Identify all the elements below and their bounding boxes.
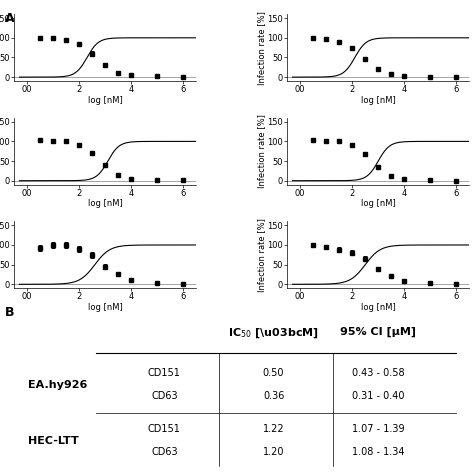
Text: 1.22: 1.22 [263, 424, 284, 434]
Text: 1.07 - 1.39: 1.07 - 1.39 [352, 424, 405, 434]
Text: 0.43 - 0.58: 0.43 - 0.58 [352, 368, 405, 378]
Text: 0.36: 0.36 [263, 391, 284, 401]
Text: HEC-LTT: HEC-LTT [28, 436, 79, 446]
Text: 0.50: 0.50 [263, 368, 284, 378]
Y-axis label: Infection rate [%]: Infection rate [%] [257, 218, 266, 292]
Y-axis label: Infection rate [%]: Infection rate [%] [257, 11, 266, 84]
Text: 1.20: 1.20 [263, 447, 284, 457]
Text: CD63: CD63 [151, 447, 178, 457]
X-axis label: log [nM]: log [nM] [361, 96, 396, 105]
X-axis label: log [nM]: log [nM] [361, 199, 396, 208]
Text: CD63: CD63 [151, 391, 178, 401]
Text: B: B [5, 306, 14, 319]
Text: CD151: CD151 [148, 424, 181, 434]
X-axis label: log [nM]: log [nM] [361, 303, 396, 312]
Text: 95% CI [μM]: 95% CI [μM] [340, 327, 416, 337]
Text: CD151: CD151 [148, 368, 181, 378]
Text: 0.31 - 0.40: 0.31 - 0.40 [352, 391, 404, 401]
Text: 1.08 - 1.34: 1.08 - 1.34 [352, 447, 404, 457]
Text: A: A [5, 12, 14, 25]
Text: IC$_{50}$ [\u03bcM]: IC$_{50}$ [\u03bcM] [228, 327, 319, 340]
X-axis label: log [nM]: log [nM] [88, 199, 123, 208]
X-axis label: log [nM]: log [nM] [88, 303, 123, 312]
Y-axis label: Infection rate [%]: Infection rate [%] [257, 114, 266, 188]
X-axis label: log [nM]: log [nM] [88, 96, 123, 105]
Text: EA.hy926: EA.hy926 [28, 380, 87, 390]
